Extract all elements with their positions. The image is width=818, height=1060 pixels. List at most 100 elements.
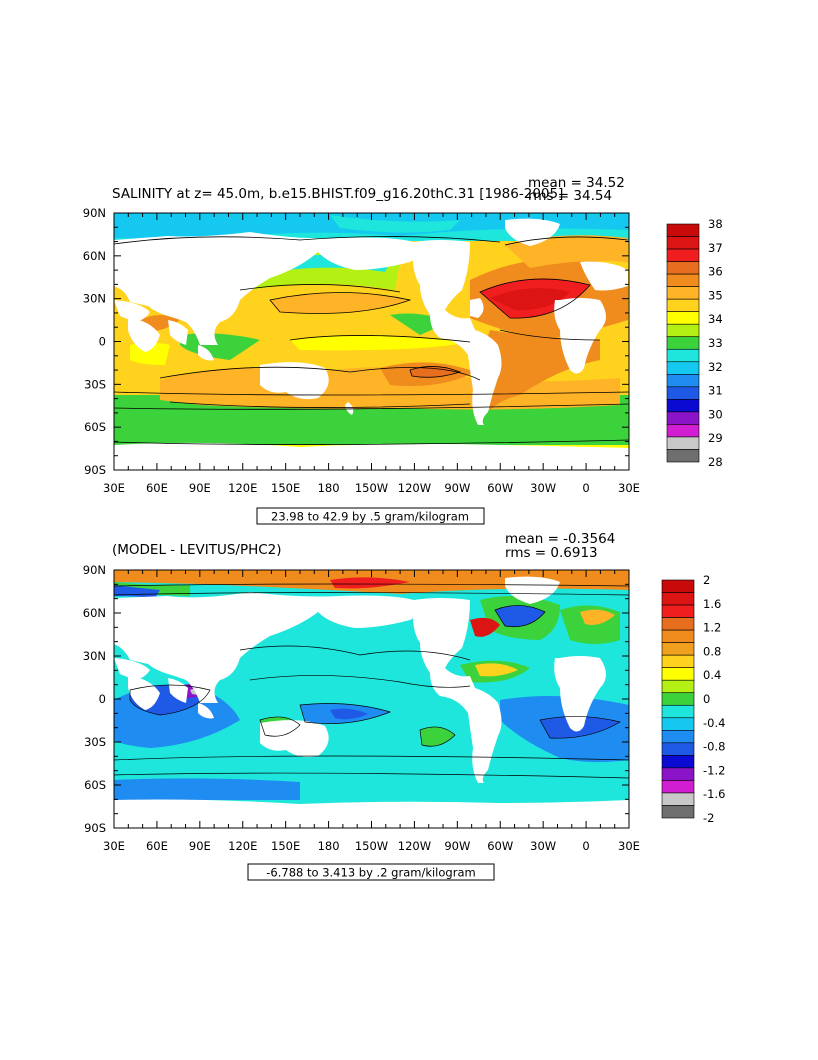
top-axis-ytick-label: 90S: [84, 463, 106, 477]
bottom-colorbar-swatch: [661, 592, 695, 606]
bottom-colorbar-swatch: [661, 704, 695, 719]
top-colorbar-swatch: [666, 386, 700, 400]
top-colorbar-swatch: [666, 399, 700, 413]
bottom-colorbar-label: -1.6: [703, 787, 725, 801]
bottom-mean: mean = -0.3564: [505, 531, 615, 547]
bottom-colorbar-label: -1.2: [703, 763, 725, 777]
top-colorbar-label: 36: [708, 265, 723, 279]
top-colorbar-label: 37: [708, 241, 723, 255]
top-axis-xtick-label: 30W: [530, 481, 556, 495]
bottom-axis-xtick-label: 90E: [189, 839, 211, 853]
bottom-colorbar-label: 1.2: [703, 621, 721, 635]
bottom-colorbar-swatch: [661, 617, 695, 631]
top-colorbar-label: 28: [708, 455, 723, 469]
bottom-colorbar-swatch: [661, 579, 695, 593]
bottom-colorbar-swatch: [661, 679, 695, 694]
top-colorbar-swatch: [666, 261, 700, 275]
top-colorbar-swatch: [666, 273, 700, 287]
top-colorbar-label: 34: [708, 312, 723, 326]
top-colorbar-label: 30: [708, 407, 723, 421]
bottom-rms: rms = 0.6913: [505, 545, 598, 561]
top-title: SALINITY at z= 45.0m, b.e15.BHIST.f09_g1…: [112, 186, 563, 202]
top-axis-xtick-label: 90W: [444, 481, 470, 495]
top-range-box: 23.98 to 42.9 by .5 gram/kilogram: [256, 507, 485, 525]
top-colorbar-label: 33: [708, 336, 723, 350]
bottom-colorbar-label: -0.8: [703, 740, 725, 754]
top-colorbar-swatch: [666, 374, 700, 388]
top-axis-xtick-label: 150W: [355, 481, 388, 495]
top-axis-ytick-label: 0: [99, 335, 106, 349]
bottom-colorbar-swatch: [661, 629, 695, 643]
bottom-colorbar-label: 2: [703, 573, 710, 587]
top-colorbar-label: 31: [708, 384, 723, 398]
top-colorbar-swatch: [666, 348, 700, 363]
top-axis-ytick-label: 60S: [84, 420, 106, 434]
top-axis-ytick-label: 30S: [84, 377, 106, 391]
top-axis-xtick-label: 180: [318, 481, 340, 495]
bottom-axis-ytick-label: 30N: [83, 649, 106, 663]
top-colorbar-swatch: [666, 449, 700, 463]
top-colorbar-swatch: [666, 223, 700, 237]
top-colorbar-swatch: [666, 361, 700, 375]
bottom-colorbar-swatch: [661, 654, 695, 668]
top-range-label: 23.98 to 42.9 by .5 gram/kilogram: [271, 510, 469, 524]
top-panel: 30E 60E 90E 120E 150E 180 150W 120W 90W 60W 30W 0 30…: [83, 175, 723, 525]
bottom-axis-ytick-label: 30S: [84, 735, 106, 749]
bottom-colorbar-swatch: [661, 667, 695, 681]
top-colorbar: 38 37 36 35 34 33 32 31 30 29 28: [666, 217, 723, 469]
top-axis-xtick-label: 60W: [487, 481, 513, 495]
bottom-colorbar-label: -2: [703, 811, 714, 825]
bottom-title: (MODEL - LEVITUS/PHC2): [112, 542, 282, 558]
bottom-colorbar-swatch: [661, 792, 695, 806]
bottom-axis-xtick-label: 0: [582, 839, 589, 853]
bottom-axis-xtick-label: 120E: [228, 839, 257, 853]
bottom-axis-xtick-label: 150W: [355, 839, 388, 853]
top-contours: [114, 236, 629, 445]
top-axis-xtick-label: 60E: [146, 481, 168, 495]
top-axis-xtick-label: 120W: [398, 481, 431, 495]
top-axis-ytick-label: 60N: [83, 249, 106, 263]
bottom-colorbar-swatch: [661, 742, 695, 756]
top-colorbar-swatch: [666, 323, 700, 338]
bottom-contours: [114, 583, 629, 779]
top-colorbar-label: 29: [708, 431, 723, 445]
bottom-colorbar-swatch: [661, 692, 695, 706]
bottom-axis-xtick-label: 30W: [530, 839, 556, 853]
bottom-axis-xtick-label: 120W: [398, 839, 431, 853]
bottom-axis-xtick-label: 150E: [271, 839, 300, 853]
top-colorbar-swatch: [666, 411, 700, 425]
bottom-axis-xtick-label: 60E: [146, 839, 168, 853]
top-mean: mean = 34.52: [528, 175, 625, 191]
bottom-axis-xtick-label: 30E: [103, 839, 125, 853]
top-axis-xtick-label: 120E: [228, 481, 257, 495]
bottom-colorbar-swatch: [661, 780, 695, 794]
bottom-colorbar-label: -0.4: [703, 716, 725, 730]
top-colorbar-swatch: [666, 248, 700, 262]
top-axis-xtick-label: 30E: [618, 481, 640, 495]
bottom-continents: [114, 576, 629, 828]
bottom-colorbar-swatch: [661, 755, 695, 769]
bottom-axis-ticks: 30E 60E 90E 120E 150E 180 150W 120W 90W 60W 30W 0 30…: [83, 563, 640, 853]
top-map-field: [114, 213, 629, 470]
bottom-axis-xtick-label: 60W: [487, 839, 513, 853]
bottom-colorbar-label: 0.8: [703, 644, 721, 658]
bottom-axis-ytick-label: 0: [99, 692, 106, 706]
bottom-axis-ytick-label: 60N: [83, 606, 106, 620]
bottom-axis-xtick-label: 180: [318, 839, 340, 853]
bottom-colorbar-label: 1.6: [703, 597, 721, 611]
top-axis-ytick-label: 30N: [83, 292, 106, 306]
top-colorbar-label: 35: [708, 288, 723, 302]
top-colorbar-swatch: [666, 236, 700, 250]
bottom-axis-xtick-label: 30E: [618, 839, 640, 853]
bottom-colorbar-swatch: [661, 717, 695, 731]
top-colorbar-swatch: [666, 298, 700, 312]
bottom-colorbar-swatch: [661, 805, 695, 819]
top-colorbar-swatch: [666, 424, 700, 438]
bottom-colorbar-label: 0.4: [703, 668, 721, 682]
top-axis-ticks: 30E 60E 90E 120E 150E 180 150W 120W 90W 60W 30W 0 30…: [83, 206, 640, 495]
top-colorbar-label: 38: [708, 217, 723, 231]
top-axis-xtick-label: 150E: [271, 481, 300, 495]
bottom-range-label: -6.788 to 3.413 by .2 gram/kilogram: [266, 866, 475, 880]
bottom-colorbar-swatch: [661, 642, 695, 656]
top-axis-ytick-label: 90N: [83, 206, 106, 220]
